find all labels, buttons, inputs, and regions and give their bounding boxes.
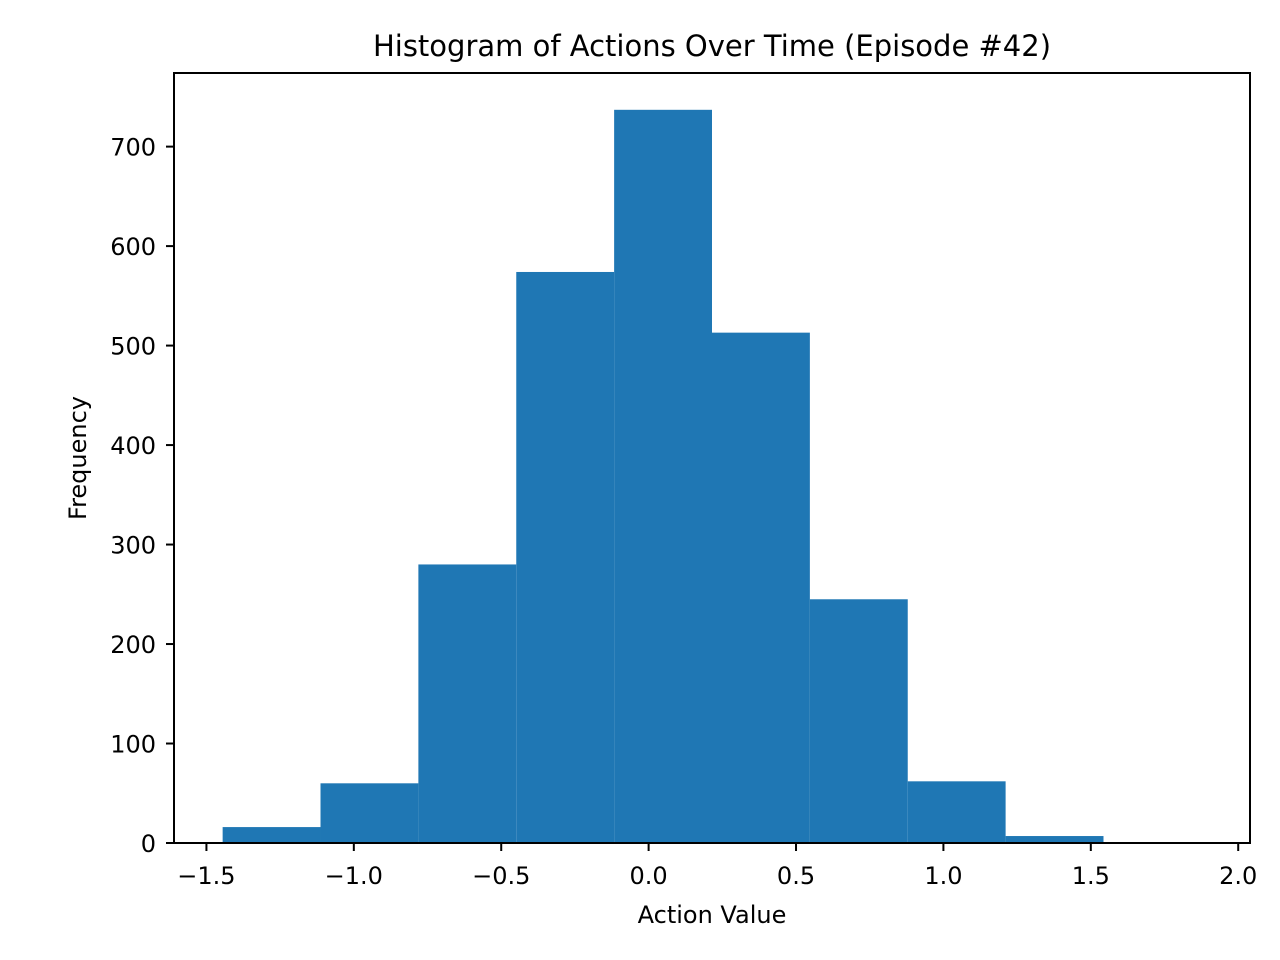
y-tick-label: 200: [110, 631, 156, 659]
y-tick-label: 0: [141, 830, 156, 858]
histogram-bar-6: [712, 332, 810, 843]
histogram-bar-7: [809, 599, 908, 843]
y-axis-label: Frequency: [64, 396, 92, 520]
x-tick-label: −1.0: [325, 862, 383, 890]
x-tick-label: 2.0: [1219, 862, 1257, 890]
y-tick-label: 100: [110, 731, 156, 759]
x-tick-label: 0.0: [630, 862, 668, 890]
bars-group: [222, 109, 1104, 844]
y-tick-label: 400: [110, 432, 156, 460]
histogram-bar-3: [418, 564, 517, 843]
histogram-bar-2: [320, 783, 419, 843]
x-tick-label: −0.5: [472, 862, 530, 890]
x-tick-label: 1.5: [1072, 862, 1110, 890]
histogram-bar-4: [516, 271, 615, 844]
x-axis-label: Action Value: [638, 901, 787, 929]
x-tick-label: 1.0: [924, 862, 962, 890]
y-tick-label: 300: [110, 532, 156, 560]
histogram-bar-8: [907, 781, 1006, 843]
x-axis-ticks: −1.5 −1.0 −0.5 0.0 0.5 1.0 1.5 2.0: [177, 843, 1257, 890]
histogram-bar-9: [1005, 836, 1104, 843]
x-tick-label: −1.5: [177, 862, 235, 890]
histogram-bar-5: [614, 109, 712, 843]
y-tick-label: 600: [110, 233, 156, 261]
y-tick-label: 500: [110, 333, 156, 361]
chart-title: Histogram of Actions Over Time (Episode …: [373, 29, 1051, 63]
y-axis-ticks: 0 100 200 300 400 500 600 700: [110, 134, 174, 858]
x-tick-label: 0.5: [777, 862, 815, 890]
y-tick-label: 700: [110, 134, 156, 162]
plot-frame: [173, 72, 1251, 844]
histogram-bar-1: [222, 827, 321, 843]
